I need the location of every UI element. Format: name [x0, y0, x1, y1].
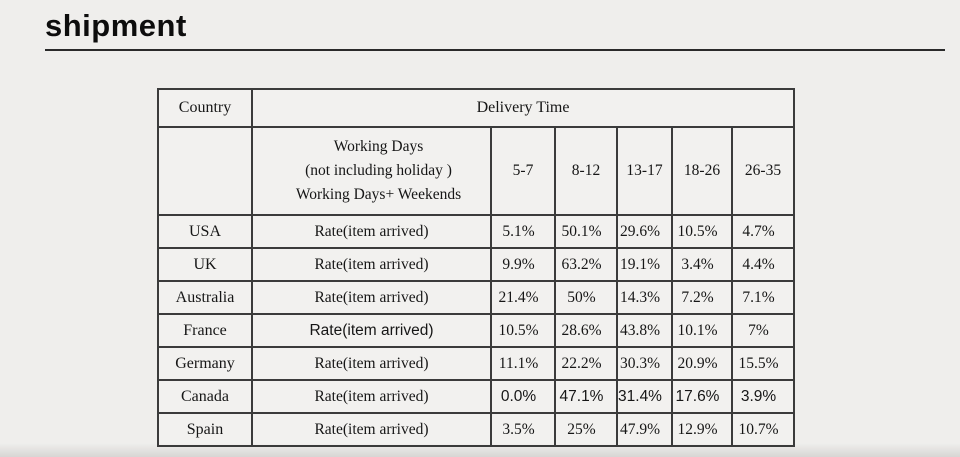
subheader-empty-cell [157, 126, 253, 216]
rate-value-cell: 10.7% [730, 412, 796, 447]
table-row-uk: UK Rate(item arrived) 9.9% 63.2% 19.1% 3… [157, 247, 796, 282]
range-header-5-7: 5-7 [490, 126, 556, 216]
rate-value-cell: 11.1% [490, 346, 556, 381]
country-cell: UK [157, 247, 253, 282]
rate-value-cell: 19.1% [616, 247, 673, 282]
rate-value-cell: 50% [554, 280, 618, 315]
country-cell: France [157, 313, 253, 348]
rate-value-cell: 20.9% [671, 346, 733, 381]
rate-value-cell: 4.7% [730, 214, 796, 249]
rate-label-cell: Rate(item arrived) [251, 280, 492, 315]
table-header-row: Country Delivery Time [157, 88, 796, 128]
rate-value-cell: 10.5% [490, 313, 556, 348]
rate-value-cell: 10.5% [671, 214, 733, 249]
working-days-line1: Working Days [333, 137, 424, 155]
rate-value-cell: 3.5% [490, 412, 556, 447]
rate-value-cell: 47.1% [554, 379, 618, 414]
country-cell: USA [157, 214, 253, 249]
rate-value-cell: 28.6% [554, 313, 618, 348]
rate-value-cell: 12.9% [671, 412, 733, 447]
table-row-germany: Germany Rate(item arrived) 11.1% 22.2% 3… [157, 346, 796, 381]
range-header-18-26: 18-26 [671, 126, 733, 216]
table-row-spain: Spain Rate(item arrived) 3.5% 25% 47.9% … [157, 412, 796, 447]
rate-label-cell: Rate(item arrived) [251, 247, 492, 282]
rate-value-cell: 29.6% [616, 214, 673, 249]
rate-value-cell: 17.6% [671, 379, 733, 414]
rate-value-cell: 31.4% [616, 379, 673, 414]
rate-value-cell: 7.1% [730, 280, 796, 315]
range-header-13-17: 13-17 [616, 126, 673, 216]
rate-label-cell: Rate(item arrived) [251, 379, 492, 414]
rate-value-cell: 30.3% [616, 346, 673, 381]
rate-label-cell: Rate(item arrived) [251, 346, 492, 381]
table-row-usa: USA Rate(item arrived) 5.1% 50.1% 29.6% … [157, 214, 796, 249]
country-cell: Germany [157, 346, 253, 381]
page-bottom-shadow [0, 443, 960, 457]
header-delivery-time: Delivery Time [250, 88, 796, 128]
working-days-line2: (not including holiday ) [305, 161, 452, 179]
rate-label-cell: Rate(item arrived) [251, 313, 492, 348]
rate-value-cell: 5.1% [490, 214, 556, 249]
working-days-line3: Working Days+ Weekends [295, 186, 462, 203]
rate-value-cell: 3.9% [730, 379, 796, 414]
country-cell: Spain [157, 412, 253, 447]
table-subheader-row: Working Days (not including holiday ) Wo… [157, 126, 796, 216]
rate-value-cell: 22.2% [554, 346, 618, 381]
rate-value-cell: 7% [730, 313, 796, 348]
rate-value-cell: 7.2% [671, 280, 733, 315]
rate-value-cell: 3.4% [671, 247, 733, 282]
rate-label-cell: Rate(item arrived) [251, 412, 492, 447]
shipping-rates-table: Country Delivery Time Working Days (not … [157, 88, 796, 447]
table-row-canada: Canada Rate(item arrived) 0.0% 47.1% 31.… [157, 379, 796, 414]
country-cell: Australia [157, 280, 253, 315]
table-row-australia: Australia Rate(item arrived) 21.4% 50% 1… [157, 280, 796, 315]
rate-value-cell: 10.1% [671, 313, 733, 348]
rate-value-cell: 63.2% [554, 247, 618, 282]
table-row-france: France Rate(item arrived) 10.5% 28.6% 43… [157, 313, 796, 348]
rate-value-cell: 15.5% [730, 346, 796, 381]
rate-value-cell: 4.4% [730, 247, 796, 282]
rate-value-cell: 21.4% [490, 280, 556, 315]
range-header-8-12: 8-12 [554, 126, 618, 216]
subheader-working-days: Working Days (not including holiday ) Wo… [251, 126, 492, 216]
range-header-26-35: 26-35 [730, 126, 796, 216]
rate-value-cell: 50.1% [554, 214, 618, 249]
rate-value-cell: 25% [554, 412, 618, 447]
rate-value-cell: 9.9% [490, 247, 556, 282]
header-country: Country [157, 88, 253, 128]
rate-value-cell: 0.0% [490, 379, 556, 414]
title-underline [45, 49, 945, 51]
country-cell: Canada [157, 379, 253, 414]
page-title: shipment [45, 8, 187, 43]
rate-value-cell: 47.9% [616, 412, 673, 447]
rate-label-cell: Rate(item arrived) [251, 214, 492, 249]
rate-value-cell: 43.8% [616, 313, 673, 348]
rate-value-cell: 14.3% [616, 280, 673, 315]
